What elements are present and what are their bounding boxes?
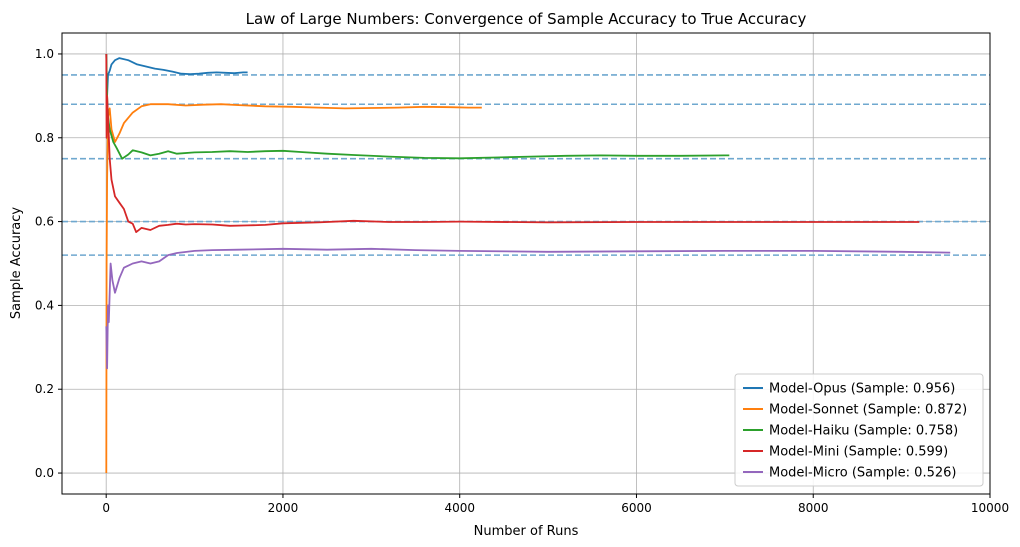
x-tick-label: 4000 <box>444 501 475 515</box>
y-axis-label: Sample Accuracy <box>9 207 24 320</box>
series-line <box>105 247 951 370</box>
x-axis-ticks: 0 2000 4000 6000 8000 10000 <box>102 494 1009 515</box>
series-line <box>105 53 730 160</box>
chart-title: Law of Large Numbers: Convergence of Sam… <box>246 10 807 28</box>
legend-label: Model-Mini (Sample: 0.599) <box>769 445 948 460</box>
x-tick-label: 2000 <box>268 501 299 515</box>
x-tick-label: 6000 <box>621 501 652 515</box>
x-tick-label: 8000 <box>798 501 829 515</box>
y-tick-label: 0.6 <box>35 215 54 229</box>
series-line <box>105 103 482 474</box>
legend: Model-Opus (Sample: 0.956) Model-Sonnet (… <box>734 373 984 487</box>
y-tick-label: 1.0 <box>35 47 54 61</box>
series-line <box>105 53 248 97</box>
x-tick-label: 0 <box>102 501 110 515</box>
y-tick-label: 0.4 <box>35 298 54 312</box>
plot-frame <box>61 32 991 495</box>
x-axis-label: Number of Runs <box>474 524 579 539</box>
y-axis-ticks: 0.0 0.2 0.4 0.6 0.8 1.0 <box>35 47 62 480</box>
legend-label: Model-Opus (Sample: 0.956) <box>769 382 955 397</box>
legend-box <box>734 373 984 487</box>
series-lines <box>105 53 951 474</box>
y-tick-label: 0.0 <box>35 466 54 480</box>
legend-label: Model-Micro (Sample: 0.526) <box>769 466 956 481</box>
x-tick-label: 10000 <box>971 501 1009 515</box>
legend-label: Model-Haiku (Sample: 0.758) <box>769 424 958 439</box>
y-tick-label: 0.2 <box>35 382 54 396</box>
y-tick-label: 0.8 <box>35 131 54 145</box>
legend-label: Model-Sonnet (Sample: 0.872) <box>769 403 967 418</box>
series-line <box>105 53 920 233</box>
